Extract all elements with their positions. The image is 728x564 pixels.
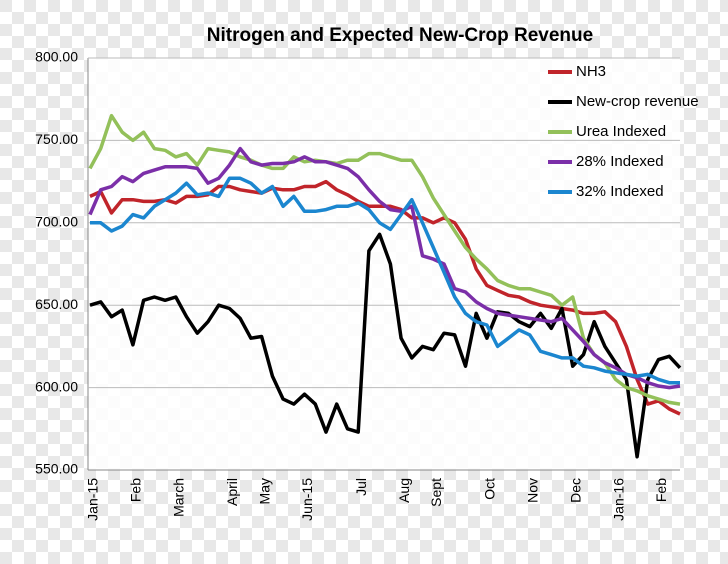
plot-area: [88, 58, 680, 470]
y-tick-label: 600.00: [35, 378, 78, 394]
x-tick-label: Jun-15: [299, 478, 315, 521]
y-tick-label: 700.00: [35, 214, 78, 230]
x-tick-label: April: [224, 478, 240, 506]
x-tick-label: Jan-15: [85, 478, 101, 521]
x-tick-label: Dec: [567, 478, 583, 503]
legend-label: Urea Indexed: [576, 123, 666, 140]
y-tick-label: 650.00: [35, 296, 78, 312]
x-tick-label: Jul: [353, 478, 369, 496]
legend-label: 32% Indexed: [576, 183, 664, 200]
legend-label: NH3: [576, 63, 606, 80]
y-tick-label: 550.00: [35, 461, 78, 477]
x-tick-label: March: [171, 478, 187, 517]
x-tick-label: Oct: [482, 478, 498, 500]
y-tick-label: 800.00: [35, 49, 78, 65]
x-tick-label: Feb: [128, 478, 144, 502]
x-tick-label: Feb: [653, 478, 669, 502]
legend: NH3 New-crop revenue Urea Indexed 28% Index…: [548, 63, 699, 200]
series-line: [90, 176, 680, 385]
x-tick-label: Jan-16: [610, 478, 626, 521]
x-tick-label: Aug: [396, 478, 412, 503]
series-line: [89, 232, 682, 459]
legend-label: New-crop revenue: [576, 93, 699, 110]
y-tick-label: 750.00: [35, 131, 78, 147]
legend-label: 28% Indexed: [576, 153, 664, 170]
series-line: [88, 113, 681, 406]
x-tick-label: Sept: [428, 478, 444, 507]
x-tick-label: Nov: [525, 478, 541, 503]
chart-title: Nitrogen and Expected New-Crop Revenue: [207, 25, 593, 46]
series-line: [88, 146, 681, 390]
x-tick-label: May: [256, 478, 272, 504]
